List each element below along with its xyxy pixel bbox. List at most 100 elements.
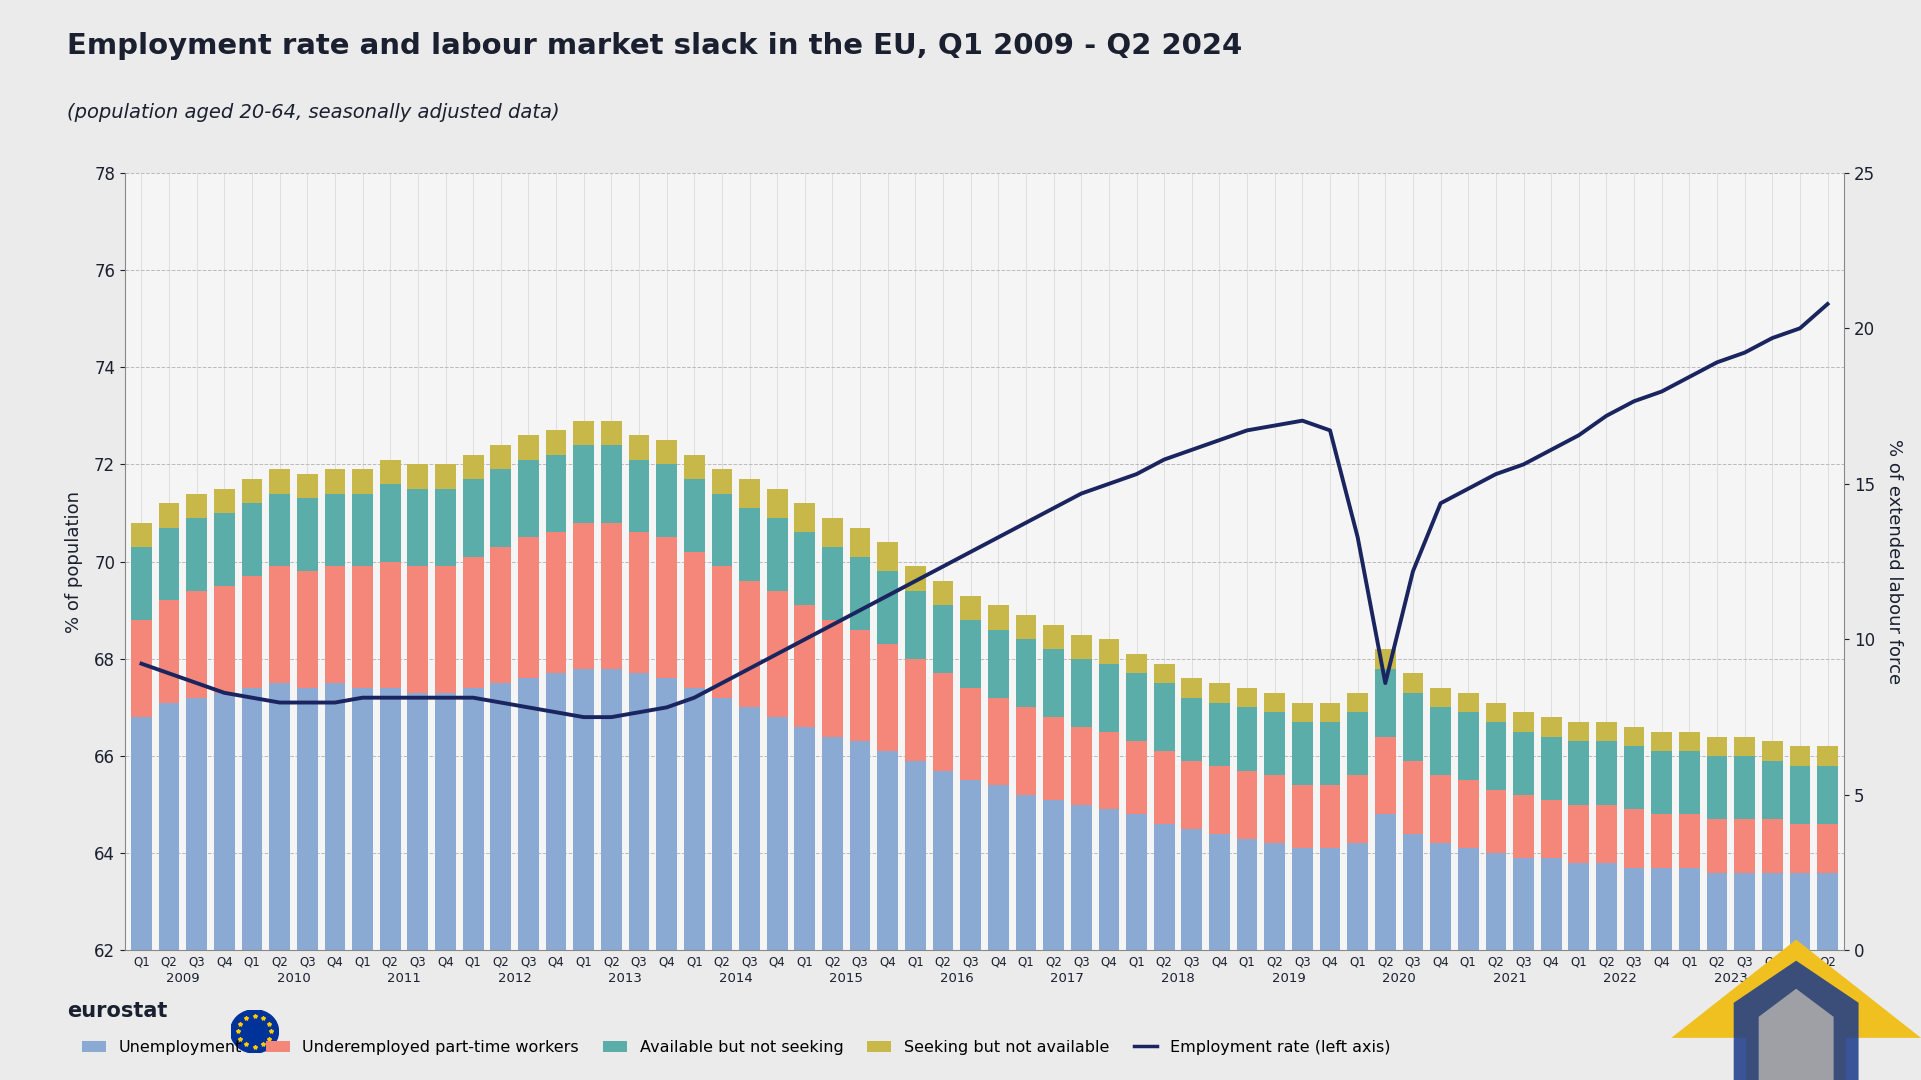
Bar: [795, 532, 815, 606]
Bar: [1706, 873, 1727, 950]
Bar: [1568, 805, 1589, 863]
Bar: [960, 620, 982, 688]
Bar: [740, 509, 761, 581]
Bar: [519, 435, 538, 460]
Bar: [1016, 616, 1035, 639]
Bar: [463, 455, 484, 480]
Bar: [1568, 863, 1589, 950]
Bar: [684, 552, 705, 688]
Bar: [1402, 692, 1423, 761]
Bar: [1790, 824, 1810, 873]
Bar: [849, 528, 870, 557]
Bar: [186, 698, 207, 950]
Bar: [1070, 805, 1091, 950]
Bar: [905, 567, 926, 591]
Bar: [934, 581, 953, 605]
Bar: [1541, 737, 1562, 800]
Bar: [849, 557, 870, 630]
Text: 2016: 2016: [939, 972, 974, 985]
Bar: [1155, 752, 1174, 824]
Bar: [572, 669, 594, 950]
Bar: [1762, 873, 1783, 950]
Bar: [546, 431, 567, 455]
Text: 2019: 2019: [1272, 972, 1306, 985]
Bar: [1679, 732, 1700, 752]
Bar: [960, 595, 982, 620]
Bar: [684, 480, 705, 552]
Bar: [213, 693, 234, 950]
Bar: [1485, 853, 1506, 950]
Bar: [1208, 766, 1229, 834]
Bar: [1735, 737, 1756, 756]
Bar: [1043, 649, 1064, 717]
Bar: [1099, 732, 1120, 810]
Bar: [436, 693, 455, 950]
Bar: [298, 474, 317, 498]
Bar: [213, 513, 234, 586]
Bar: [352, 469, 373, 494]
Bar: [1264, 713, 1285, 775]
Bar: [269, 469, 290, 494]
Bar: [1347, 713, 1368, 775]
Bar: [1514, 795, 1533, 859]
Bar: [1458, 713, 1479, 781]
Bar: [519, 460, 538, 538]
Bar: [1817, 824, 1838, 873]
Bar: [1652, 868, 1671, 950]
Bar: [159, 503, 179, 528]
Bar: [1596, 805, 1617, 863]
Bar: [519, 678, 538, 950]
Bar: [352, 494, 373, 566]
Bar: [711, 494, 732, 566]
Bar: [822, 518, 843, 546]
Bar: [1735, 820, 1756, 873]
Bar: [905, 591, 926, 659]
Bar: [1431, 688, 1450, 707]
Bar: [740, 581, 761, 707]
Bar: [380, 562, 401, 688]
Bar: [1237, 688, 1258, 707]
Bar: [1375, 669, 1397, 737]
Y-axis label: % of population: % of population: [65, 490, 83, 633]
Bar: [463, 688, 484, 950]
Bar: [1458, 693, 1479, 713]
Bar: [436, 567, 455, 693]
Bar: [325, 567, 346, 684]
Bar: [1679, 868, 1700, 950]
Bar: [1568, 742, 1589, 805]
Bar: [298, 688, 317, 950]
Text: eurostat: eurostat: [67, 1000, 167, 1021]
Bar: [298, 571, 317, 688]
Bar: [407, 489, 428, 567]
Bar: [766, 591, 788, 717]
Bar: [1320, 785, 1341, 849]
Bar: [1596, 723, 1617, 742]
Bar: [572, 445, 594, 523]
Bar: [795, 606, 815, 727]
Bar: [1347, 843, 1368, 950]
Bar: [1514, 859, 1533, 950]
Bar: [490, 684, 511, 950]
Bar: [1293, 703, 1312, 723]
Bar: [131, 523, 152, 548]
Polygon shape: [1733, 961, 1860, 1080]
Bar: [546, 455, 567, 532]
Bar: [1623, 810, 1644, 868]
Bar: [436, 489, 455, 567]
Bar: [1375, 649, 1397, 669]
Bar: [1126, 674, 1147, 742]
Bar: [1541, 859, 1562, 950]
Bar: [159, 600, 179, 703]
Bar: [1070, 659, 1091, 727]
Bar: [1043, 800, 1064, 950]
Bar: [1099, 639, 1120, 663]
Bar: [490, 548, 511, 684]
Bar: [987, 698, 1009, 785]
Bar: [407, 567, 428, 693]
Bar: [1623, 868, 1644, 950]
Text: 2021: 2021: [1493, 972, 1527, 985]
Circle shape: [231, 1010, 279, 1053]
Bar: [1347, 775, 1368, 843]
Bar: [766, 518, 788, 591]
Bar: [711, 469, 732, 494]
